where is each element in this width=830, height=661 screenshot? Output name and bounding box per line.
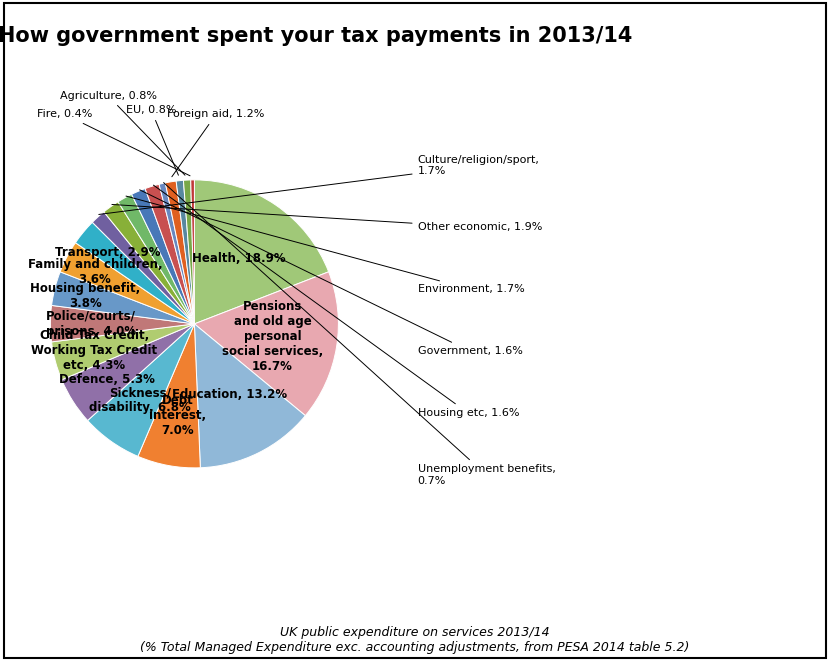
Wedge shape [132,188,194,324]
Wedge shape [194,180,329,324]
Text: Pensions
and old age
personal
social services,
16.7%: Pensions and old age personal social ser… [222,300,323,373]
Text: Debt
interest,
7.0%: Debt interest, 7.0% [149,395,206,438]
Wedge shape [61,324,194,420]
Text: Foreign aid, 1.2%: Foreign aid, 1.2% [168,110,265,176]
Wedge shape [92,212,194,324]
Wedge shape [88,324,194,456]
Text: Agriculture, 0.8%: Agriculture, 0.8% [60,91,185,175]
Wedge shape [191,180,194,324]
Wedge shape [138,324,200,468]
Text: Housing benefit,
3.8%: Housing benefit, 3.8% [31,282,140,310]
Wedge shape [159,183,194,324]
Text: Other economic, 1.9%: Other economic, 1.9% [112,204,542,233]
Text: EU, 0.8%: EU, 0.8% [126,105,178,175]
Text: Fire, 0.4%: Fire, 0.4% [37,110,190,176]
Wedge shape [51,324,194,380]
Wedge shape [176,180,194,324]
Text: Transport, 2.9%: Transport, 2.9% [55,246,160,259]
Text: Health, 18.9%: Health, 18.9% [193,252,286,265]
Text: Education, 13.2%: Education, 13.2% [172,388,287,401]
Wedge shape [51,305,194,342]
Text: Unemployment benefits,
0.7%: Unemployment benefits, 0.7% [164,182,555,486]
Wedge shape [183,180,194,324]
Text: Police/courts/
prisons, 4.0%: Police/courts/ prisons, 4.0% [46,310,136,338]
Text: UK public expenditure on services 2013/14
(% Total Managed Expenditure exc. acco: UK public expenditure on services 2013/1… [140,627,690,654]
Text: Housing etc, 1.6%: Housing etc, 1.6% [154,185,519,418]
Wedge shape [60,243,194,324]
Wedge shape [76,222,194,324]
Text: Sickness/
disability, 6.8%: Sickness/ disability, 6.8% [89,386,191,414]
Text: Environment, 1.7%: Environment, 1.7% [126,196,525,294]
Wedge shape [51,272,194,324]
Text: Child Tax Credit,
Working Tax Credit
etc, 4.3%: Child Tax Credit, Working Tax Credit etc… [32,329,158,372]
Wedge shape [165,181,194,324]
Text: Government, 1.6%: Government, 1.6% [139,190,522,356]
Wedge shape [194,324,305,468]
Wedge shape [118,194,194,324]
Text: How government spent your tax payments in 2013/14: How government spent your tax payments i… [0,26,632,46]
Wedge shape [104,202,194,324]
Wedge shape [145,184,194,324]
Text: Defence, 5.3%: Defence, 5.3% [59,373,155,386]
Text: Culture/religion/sport,
1.7%: Culture/religion/sport, 1.7% [99,155,540,214]
Wedge shape [194,272,339,416]
Text: Family and children,
3.6%: Family and children, 3.6% [27,258,163,286]
